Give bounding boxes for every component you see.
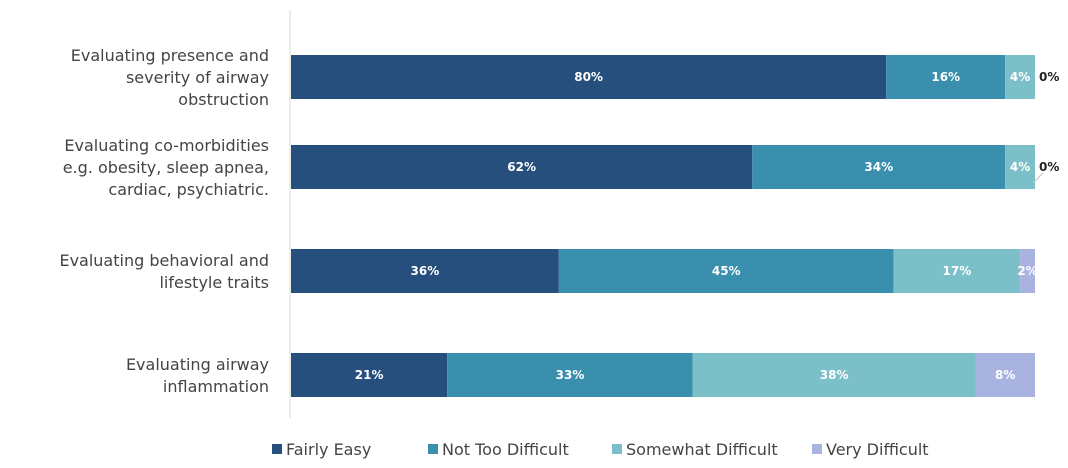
leader-line: [1032, 172, 1044, 184]
category-label: cardiac, psychiatric.: [108, 180, 269, 199]
data-label: 38%: [820, 368, 849, 382]
legend-swatch: [428, 444, 438, 454]
bar-not-too-difficult-3: [558, 249, 894, 293]
data-label: 34%: [864, 160, 893, 174]
bar-somewhat-difficult-4: [692, 353, 976, 397]
legend-label: Very Difficult: [826, 440, 929, 459]
data-label: 4%: [1010, 160, 1030, 174]
data-label: 80%: [574, 70, 603, 84]
data-label: 17%: [943, 264, 972, 278]
category-label: inflammation: [163, 377, 269, 396]
bars-layer: 80% 16% 4% 0% 62% 34% 4% 0% 36% 45% 17% 2% 21% 33% 38%…: [291, 55, 1059, 397]
category-label: e.g. obesity, sleep apnea,: [63, 158, 269, 177]
category-label: Evaluating presence and: [71, 46, 269, 65]
bar-somewhat-difficult-3: [893, 249, 1021, 293]
data-label: 36%: [411, 264, 440, 278]
data-label-zero: 0%: [1039, 70, 1059, 84]
legend-swatch: [812, 444, 822, 454]
category-label: Evaluating airway: [126, 355, 269, 374]
bar-not-too-difficult-1: [886, 55, 1006, 99]
data-label: 4%: [1010, 70, 1030, 84]
legend: Fairly Easy Not Too Difficult Somewhat Dif…: [272, 440, 929, 459]
bar-very-difficult-4: [975, 353, 1035, 397]
legend-label: Not Too Difficult: [442, 440, 569, 459]
data-label: 16%: [931, 70, 960, 84]
bar-fairly-easy-4: [291, 353, 448, 397]
legend-label: Somewhat Difficult: [626, 440, 778, 459]
data-label: 45%: [712, 264, 741, 278]
category-labels: Evaluating presence and severity of airwa…: [59, 46, 269, 396]
data-label: 62%: [507, 160, 536, 174]
data-label: 2%: [1017, 264, 1037, 278]
category-label: obstruction: [178, 90, 269, 109]
category-label: lifestyle traits: [159, 273, 269, 292]
bar-not-too-difficult-4: [447, 353, 693, 397]
bar-fairly-easy-2: [291, 145, 753, 189]
legend-swatch: [612, 444, 622, 454]
data-label: 8%: [995, 368, 1015, 382]
category-label: severity of airway: [126, 68, 269, 87]
bar-somewhat-difficult-1: [1005, 55, 1035, 99]
data-label-zero: 0%: [1039, 160, 1059, 174]
bar-fairly-easy-3: [291, 249, 559, 293]
bar-fairly-easy-1: [291, 55, 887, 99]
bar-very-difficult-3: [1020, 249, 1035, 293]
data-label: 21%: [355, 368, 384, 382]
category-label: Evaluating co-morbidities: [64, 136, 269, 155]
category-label: Evaluating behavioral and: [59, 251, 269, 270]
bar-not-too-difficult-2: [752, 145, 1006, 189]
legend-label: Fairly Easy: [286, 440, 371, 459]
bar-somewhat-difficult-2: [1005, 145, 1035, 189]
legend-swatch: [272, 444, 282, 454]
data-label: 33%: [556, 368, 585, 382]
